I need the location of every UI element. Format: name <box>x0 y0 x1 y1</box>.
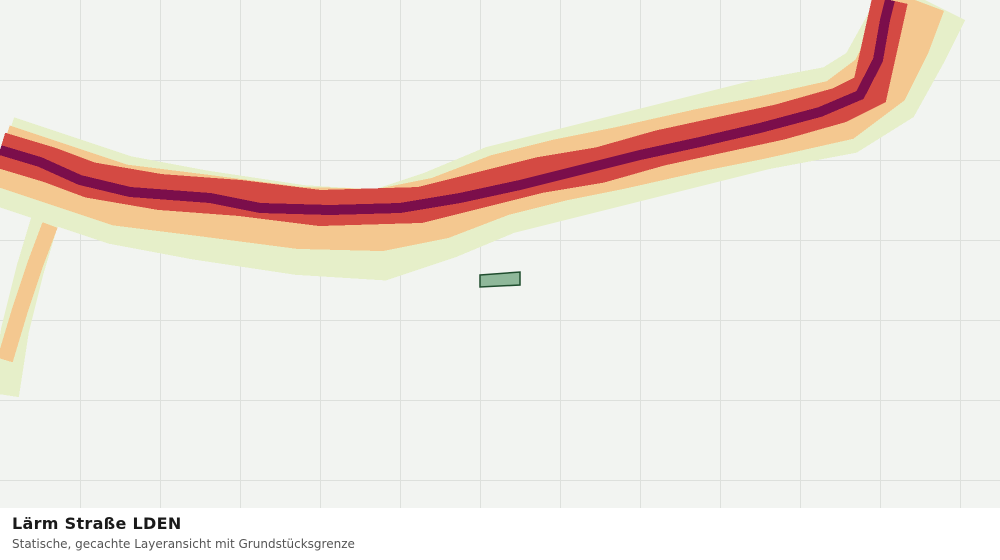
layer-title: Lärm Straße LDEN <box>12 514 182 533</box>
map-canvas <box>0 0 1000 508</box>
parcel-boundary <box>479 271 521 288</box>
legend-panel: Lärm Straße LDEN Statische, gecachte Lay… <box>0 508 1000 560</box>
layer-subtitle: Statische, gecachte Layeransicht mit Gru… <box>12 537 355 551</box>
noise-layer <box>0 0 966 398</box>
